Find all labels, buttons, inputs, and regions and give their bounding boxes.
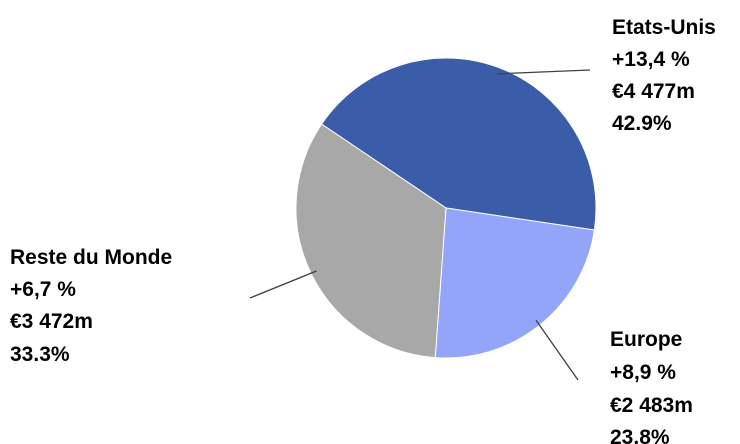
pie-slices [295,57,597,359]
label-etats-unis: Etats-Unis +13,4 % €4 477m 42.9% [612,16,716,135]
label-etats-unis-growth: +13,4 % [612,48,690,71]
leader-line-etats-unis [498,69,591,75]
label-reste-du-monde: Reste du Monde +6,7 % €3 472m 33.3% [10,246,172,366]
pie-slice-europe [434,207,595,359]
label-reste-du-monde-amount: €3 472m [10,310,93,333]
label-reste-du-monde-growth: +6,7 % [10,278,76,301]
label-reste-du-monde-share: 33.3% [10,343,70,366]
label-etats-unis-amount: €4 477m [612,80,695,103]
label-europe-growth: +8,9 % [610,361,676,384]
label-reste-du-monde-name: Reste du Monde [10,246,172,269]
label-etats-unis-name: Etats-Unis [612,16,716,39]
label-europe-name: Europe [610,328,682,351]
leader-line-europe [535,320,579,381]
pie-slice-etats-unis [320,57,597,231]
label-europe-share: 23.8% [610,426,670,444]
label-etats-unis-share: 42.9% [612,112,672,135]
leader-line-reste-du-monde [249,270,317,299]
label-europe: Europe +8,9 % €2 483m 23.8% [610,328,693,444]
leader-lines [249,69,591,381]
label-europe-amount: €2 483m [610,394,693,417]
